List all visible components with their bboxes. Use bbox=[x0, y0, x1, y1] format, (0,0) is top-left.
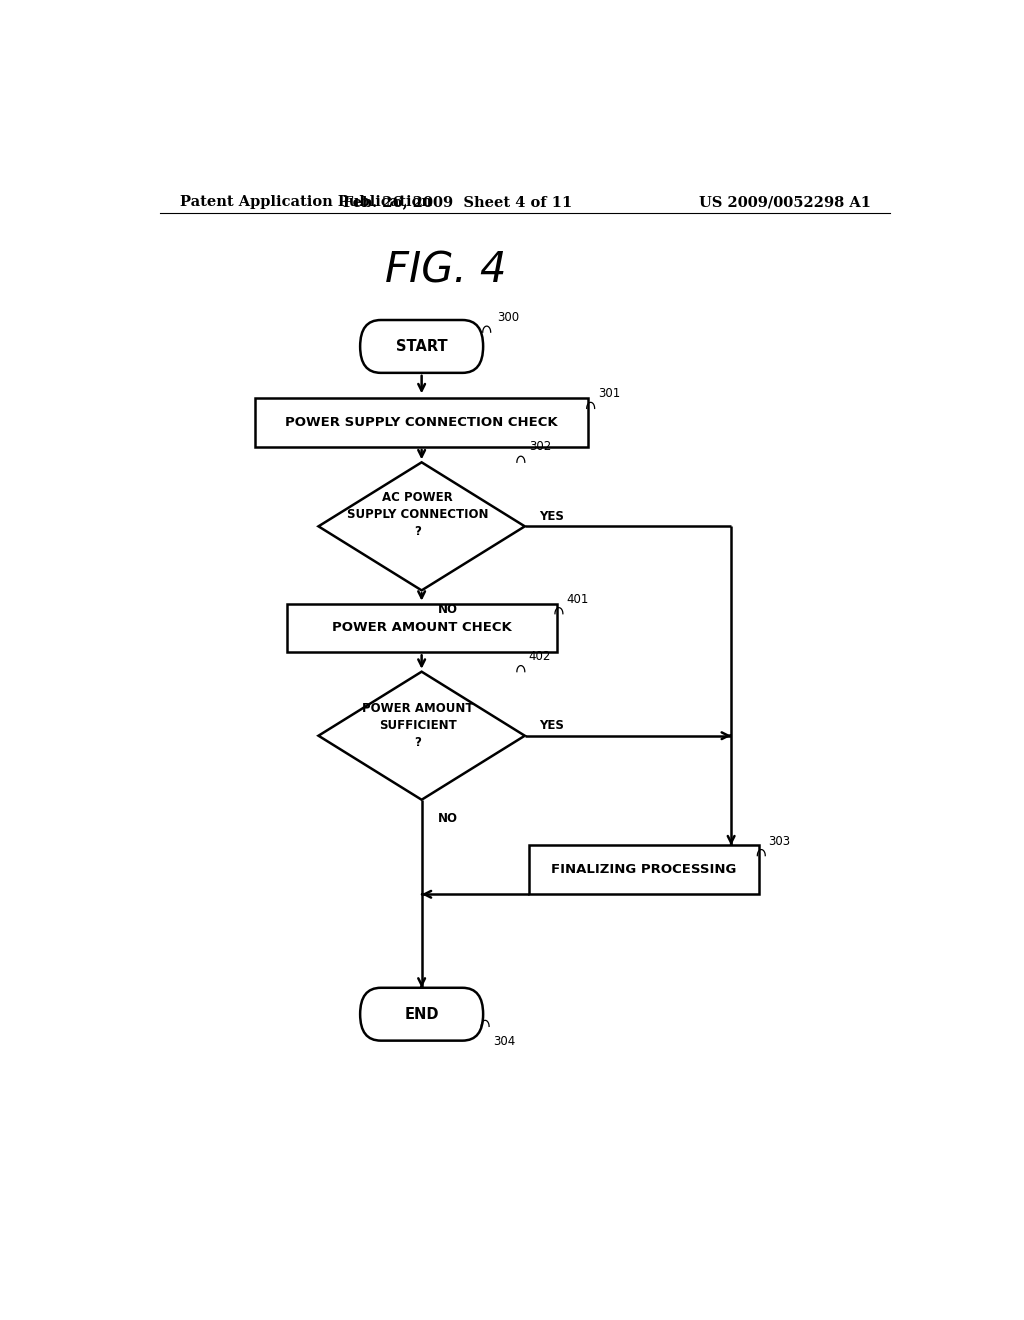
Text: END: END bbox=[404, 1007, 439, 1022]
FancyBboxPatch shape bbox=[360, 987, 483, 1040]
Text: FIG. 4: FIG. 4 bbox=[385, 249, 506, 292]
Text: 401: 401 bbox=[566, 593, 589, 606]
Bar bbox=[528, 846, 759, 894]
Text: 302: 302 bbox=[528, 440, 551, 453]
Text: YES: YES bbox=[539, 719, 564, 733]
Bar bbox=[255, 399, 588, 447]
Text: 304: 304 bbox=[494, 1035, 515, 1048]
Text: 300: 300 bbox=[497, 312, 519, 325]
Text: POWER AMOUNT
SUFFICIENT
?: POWER AMOUNT SUFFICIENT ? bbox=[361, 702, 473, 748]
Text: NO: NO bbox=[437, 602, 458, 615]
Text: YES: YES bbox=[539, 510, 564, 523]
Bar bbox=[287, 603, 557, 652]
Text: FINALIZING PROCESSING: FINALIZING PROCESSING bbox=[551, 863, 736, 876]
Polygon shape bbox=[318, 672, 524, 800]
Text: START: START bbox=[396, 339, 447, 354]
Polygon shape bbox=[318, 462, 524, 590]
FancyBboxPatch shape bbox=[360, 319, 483, 372]
Text: Patent Application Publication: Patent Application Publication bbox=[179, 195, 431, 209]
Text: POWER AMOUNT CHECK: POWER AMOUNT CHECK bbox=[332, 622, 512, 635]
Text: 303: 303 bbox=[768, 834, 791, 847]
Text: NO: NO bbox=[437, 812, 458, 825]
Text: AC POWER
SUPPLY CONNECTION
?: AC POWER SUPPLY CONNECTION ? bbox=[347, 491, 488, 537]
Text: 301: 301 bbox=[598, 387, 621, 400]
Text: Feb. 26, 2009  Sheet 4 of 11: Feb. 26, 2009 Sheet 4 of 11 bbox=[343, 195, 572, 209]
Text: US 2009/0052298 A1: US 2009/0052298 A1 bbox=[699, 195, 871, 209]
Text: POWER SUPPLY CONNECTION CHECK: POWER SUPPLY CONNECTION CHECK bbox=[286, 416, 558, 429]
Text: 402: 402 bbox=[528, 649, 551, 663]
